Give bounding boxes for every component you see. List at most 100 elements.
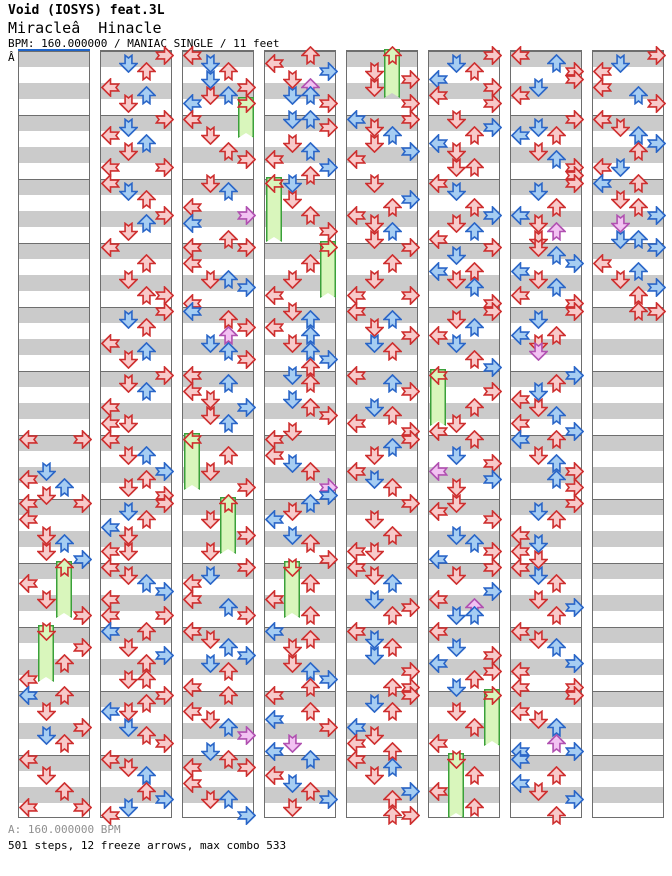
- step-arrow-down-icon: [199, 53, 221, 74]
- step-arrow-up-icon: [135, 253, 157, 274]
- step-arrow-up-icon: [217, 445, 239, 466]
- step-arrow-up-icon: [545, 637, 567, 658]
- step-arrow-right-icon: [72, 637, 92, 658]
- step-arrow-up-icon: [299, 341, 321, 362]
- step-arrow-right-icon: [564, 493, 584, 514]
- step-arrow-up-icon: [627, 261, 649, 282]
- step-arrow-down-icon: [363, 725, 385, 746]
- step-arrow-down-icon: [527, 709, 549, 730]
- step-arrow-up-icon: [217, 309, 239, 330]
- step-arrow-down-icon: [445, 309, 467, 330]
- step-arrow-right-icon: [236, 317, 256, 338]
- step-arrow-down-icon: [281, 365, 303, 386]
- step-arrow-up-icon: [463, 797, 485, 818]
- step-arrow-down-icon: [199, 541, 221, 562]
- step-arrow-up-icon: [545, 325, 567, 346]
- song-title: Void (IOSYS) feat.3L: [8, 3, 165, 18]
- step-arrow-down-icon: [445, 677, 467, 698]
- step-arrow-right-icon: [400, 381, 420, 402]
- step-arrow-up-icon: [135, 669, 157, 690]
- step-arrow-down-icon: [363, 229, 385, 250]
- step-arrow-down-icon: [117, 373, 139, 394]
- step-arrow-down-icon: [117, 501, 139, 522]
- step-arrow-down-icon: [117, 93, 139, 114]
- step-arrow-right-icon: [564, 253, 584, 274]
- step-arrow-left-icon: [592, 77, 612, 98]
- step-arrow-down-icon: [281, 189, 303, 210]
- step-arrow-left-icon: [428, 133, 448, 154]
- step-arrow-left-icon: [264, 285, 284, 306]
- step-arrow-down-icon: [281, 525, 303, 546]
- freeze-arrow-head-down-icon: [281, 557, 303, 578]
- step-arrow-left-icon: [510, 389, 530, 410]
- freeze-arrow-body: [184, 433, 200, 490]
- step-arrow-down-icon: [117, 717, 139, 738]
- step-arrow-down-icon: [527, 629, 549, 650]
- step-arrow-up-icon: [217, 789, 239, 810]
- step-arrow-down-icon: [199, 709, 221, 730]
- step-arrow-right-icon: [400, 685, 420, 706]
- step-arrow-down-icon: [199, 125, 221, 146]
- step-arrow-down-icon: [527, 501, 549, 522]
- step-arrow-left-icon: [182, 589, 202, 610]
- step-arrow-up-icon: [463, 317, 485, 338]
- step-arrow-down-icon: [281, 133, 303, 154]
- step-arrow-left-icon: [510, 45, 530, 66]
- step-arrow-up-icon: [627, 125, 649, 146]
- step-arrow-down-icon: [609, 117, 631, 138]
- step-arrow-up-icon: [545, 717, 567, 738]
- step-arrow-up-icon: [135, 189, 157, 210]
- step-arrow-down-icon: [117, 221, 139, 242]
- step-arrow-up-icon: [299, 357, 321, 378]
- step-arrow-up-icon: [545, 765, 567, 786]
- step-arrow-down-icon: [445, 637, 467, 658]
- step-arrow-down-icon: [363, 469, 385, 490]
- freeze-arrow-head-down-icon: [445, 749, 467, 770]
- step-arrow-left-icon: [182, 213, 202, 234]
- step-arrow-right-icon: [318, 485, 338, 506]
- step-arrow-down-icon: [445, 701, 467, 722]
- step-arrow-left-icon: [182, 45, 202, 66]
- step-arrow-up-icon: [545, 221, 567, 242]
- step-arrow-down-icon: [281, 773, 303, 794]
- step-arrow-up-icon: [135, 469, 157, 490]
- step-arrow-left-icon: [100, 237, 120, 258]
- step-arrow-up-icon: [545, 405, 567, 426]
- step-arrow-down-icon: [281, 269, 303, 290]
- step-arrow-down-icon: [281, 173, 303, 194]
- step-arrow-right-icon: [236, 757, 256, 778]
- step-arrow-down-icon: [363, 213, 385, 234]
- step-arrow-right-icon: [564, 173, 584, 194]
- step-arrow-up-icon: [135, 341, 157, 362]
- step-arrow-right-icon: [318, 349, 338, 370]
- step-arrow-up-icon: [53, 653, 75, 674]
- step-arrow-left-icon: [510, 621, 530, 642]
- step-arrow-down-icon: [117, 701, 139, 722]
- step-arrow-up-icon: [545, 197, 567, 218]
- step-arrow-up-icon: [135, 381, 157, 402]
- step-arrow-right-icon: [318, 117, 338, 138]
- step-arrow-right-icon: [236, 725, 256, 746]
- step-arrow-up-icon: [299, 45, 321, 66]
- freeze-arrow-body: [284, 561, 300, 618]
- step-arrow-left-icon: [428, 589, 448, 610]
- step-arrow-down-icon: [445, 181, 467, 202]
- step-arrow-down-icon: [35, 725, 57, 746]
- step-arrow-right-icon: [318, 717, 338, 738]
- step-arrow-down-icon: [117, 541, 139, 562]
- step-arrow-right-icon: [564, 741, 584, 762]
- step-arrow-down-icon: [527, 77, 549, 98]
- step-arrow-up-icon: [299, 533, 321, 554]
- step-arrow-down-icon: [281, 69, 303, 90]
- step-arrow-right-icon: [646, 277, 666, 298]
- step-arrow-down-icon: [609, 229, 631, 250]
- step-arrow-right-icon: [646, 237, 666, 258]
- step-arrow-up-icon: [463, 605, 485, 626]
- step-arrow-down-icon: [281, 733, 303, 754]
- step-arrow-left-icon: [264, 709, 284, 730]
- step-arrow-down-icon: [117, 349, 139, 370]
- step-arrow-up-icon: [463, 125, 485, 146]
- step-arrow-left-icon: [510, 205, 530, 226]
- step-arrow-up-icon: [299, 781, 321, 802]
- step-arrow-down-icon: [527, 341, 549, 362]
